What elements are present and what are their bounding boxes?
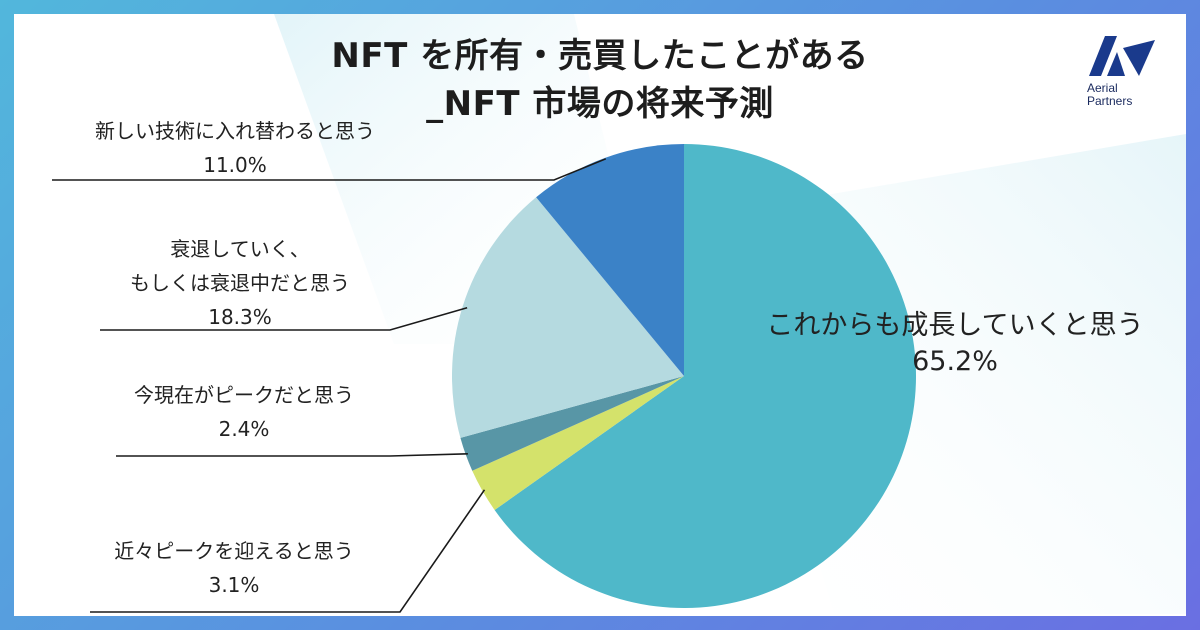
slice-growth	[494, 144, 916, 608]
slice-label-peak-now-name: 今現在がピークだと思う	[134, 383, 354, 407]
slice-peak-now	[460, 376, 684, 471]
title-line-2: _NFT 市場の将来予測	[426, 84, 774, 124]
chart-title: NFT を所有・売買したことがある _NFT 市場の将来予測	[14, 32, 1186, 128]
aerial-partners-logo: Aerial Partners	[1087, 34, 1186, 108]
slice-label-growth: これからも成長していくと思う 65.2%	[740, 308, 1170, 380]
logo-mark-icon	[1089, 36, 1155, 76]
slice-label-new-tech-value: 11.0%	[203, 153, 267, 177]
chart-card: NFT を所有・売買したことがある _NFT 市場の将来予測 Aerial Pa…	[14, 14, 1186, 616]
title-line-1: NFT を所有・売買したことがある	[331, 36, 869, 76]
slice-label-decline: 衰退していく、 もしくは衰退中だと思う 18.3%	[90, 232, 390, 334]
slice-label-decline-value: 18.3%	[208, 305, 272, 329]
slice-label-peak-soon-name: 近々ピークを迎えると思う	[114, 539, 354, 563]
slice-new-tech	[536, 144, 684, 376]
slice-label-growth-name: これからも成長していくと思う	[766, 310, 1144, 341]
slice-label-peak-soon: 近々ピークを迎えると思う 3.1%	[84, 534, 384, 602]
slice-label-peak-now: 今現在がピークだと思う 2.4%	[94, 378, 394, 446]
slice-label-decline-line-1: 衰退していく、	[170, 237, 310, 261]
slice-label-decline-line-2: もしくは衰退中だと思う	[130, 271, 350, 295]
slice-label-new-tech: 新しい技術に入れ替わると思う 11.0%	[50, 114, 420, 182]
leader-line	[52, 158, 607, 181]
slice-peak-soon	[472, 376, 684, 510]
slice-label-new-tech-name: 新しい技術に入れ替わると思う	[95, 119, 375, 143]
logo-text-line-1: Aerial	[1087, 81, 1118, 95]
leader-line	[90, 489, 486, 613]
slice-label-peak-now-value: 2.4%	[218, 417, 270, 441]
slice-label-growth-value: 65.2%	[912, 346, 998, 377]
leader-line	[100, 307, 468, 331]
slice-decline	[451, 197, 684, 438]
logo-text-line-2: Partners	[1087, 94, 1133, 108]
leader-line	[116, 453, 468, 457]
slice-label-peak-soon-value: 3.1%	[208, 573, 260, 597]
pie-chart	[52, 144, 916, 613]
